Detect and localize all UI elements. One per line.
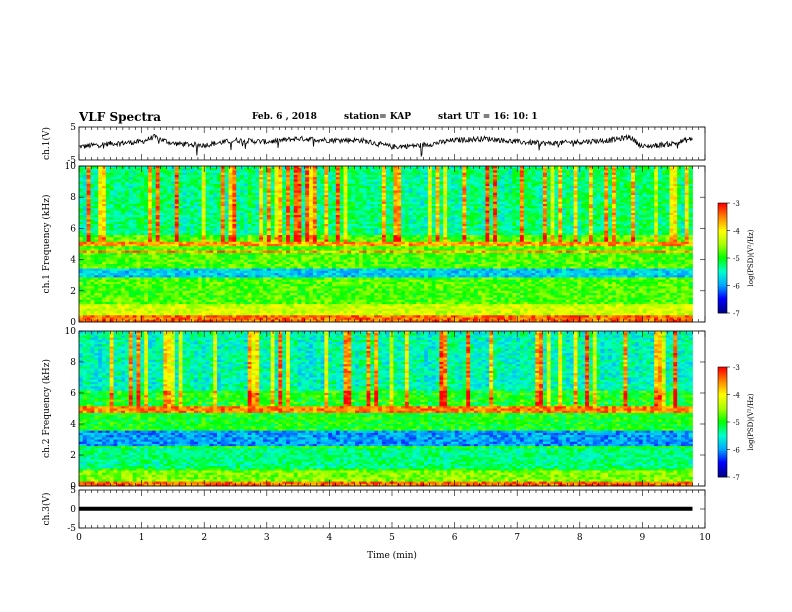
ch1-spectrogram bbox=[79, 166, 693, 322]
y-tick-label: 5 bbox=[70, 123, 76, 133]
vlf-figure: 5-5ch.1(V)0246810ch.1 Frequency (kHz) -3-… bbox=[0, 0, 792, 612]
ch1-waveform-ylabel: ch.1(V) bbox=[41, 127, 52, 160]
ch1-waveform-line bbox=[79, 135, 693, 156]
